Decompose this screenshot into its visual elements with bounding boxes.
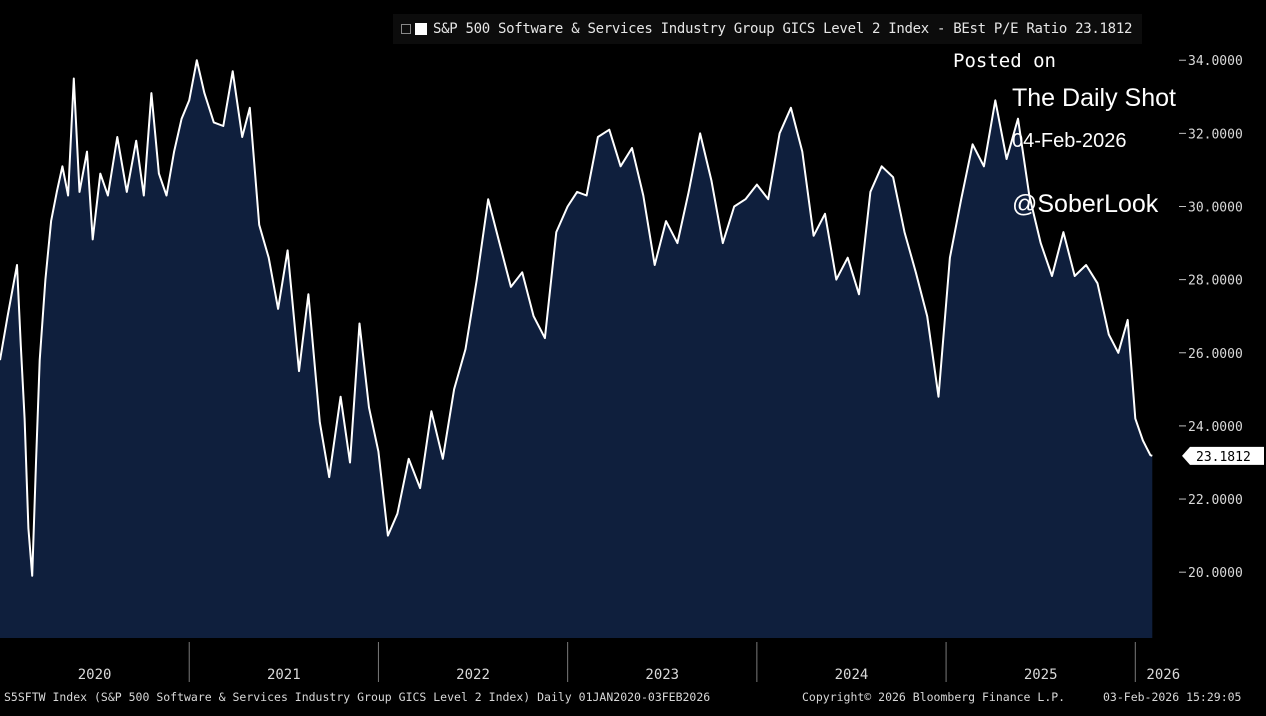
footer-index-description: S5SFTW Index (S&P 500 Software & Service… xyxy=(4,690,711,704)
y-tick-label: 24.0000 xyxy=(1188,420,1243,435)
y-axis: 20.0000 22.0000 24.0000 26.0000 28.0000 30.00… xyxy=(1179,54,1264,581)
series-area-fill xyxy=(0,60,1153,638)
watermark-handle: @SoberLook xyxy=(1012,190,1159,218)
legend-label: S&P 500 Software & Services Industry Gro… xyxy=(433,21,1133,37)
last-value-marker xyxy=(1182,446,1264,465)
legend-expand-icon xyxy=(401,24,411,34)
footer-copyright: Copyright© 2026 Bloomberg Finance L.P. xyxy=(802,690,1066,704)
y-tick-label: 28.0000 xyxy=(1188,274,1243,289)
plot-area xyxy=(0,59,1153,638)
x-axis: 2020 2021 2022 2023 2024 2025 2026 xyxy=(78,642,1180,683)
x-year-label: 2023 xyxy=(645,667,679,683)
watermark-date: 04-Feb-2026 xyxy=(1012,130,1127,152)
x-year-label: 2021 xyxy=(267,667,301,683)
y-tick-label: 34.0000 xyxy=(1188,54,1243,69)
x-year-label: 2025 xyxy=(1024,667,1058,683)
x-year-label: 2020 xyxy=(78,667,112,683)
series-line xyxy=(0,59,1153,577)
legend: S&P 500 Software & Services Industry Gro… xyxy=(393,14,1143,44)
y-tick-label: 30.0000 xyxy=(1188,200,1243,215)
y-tick-label: 20.0000 xyxy=(1188,566,1243,581)
x-year-label: 2024 xyxy=(835,667,869,683)
watermark-posted-on: Posted on xyxy=(953,50,1056,72)
y-tick-label: 26.0000 xyxy=(1188,347,1243,362)
y-tick-label: 32.0000 xyxy=(1188,127,1243,142)
y-tick-label: 22.0000 xyxy=(1188,493,1243,508)
last-value-label: 23.1812 xyxy=(1196,450,1251,465)
legend-series-swatch xyxy=(415,23,427,35)
x-year-label: 2022 xyxy=(456,667,490,683)
x-year-label: 2026 xyxy=(1146,667,1180,683)
watermark-publication: The Daily Shot xyxy=(1012,84,1176,112)
footer-timestamp: 03-Feb-2026 15:29:05 xyxy=(1103,690,1242,704)
